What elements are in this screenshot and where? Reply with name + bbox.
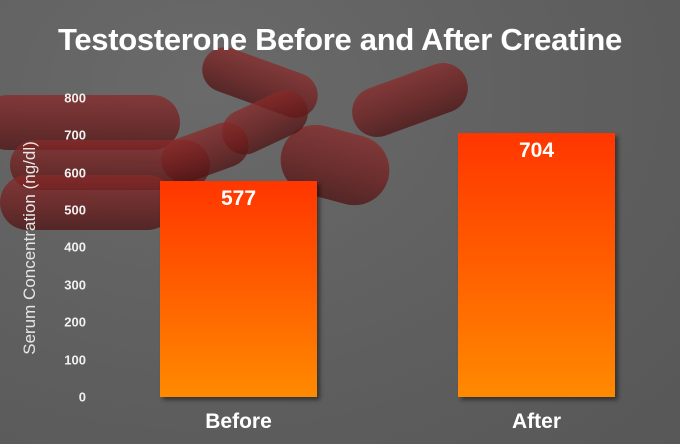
y-tick: 400 bbox=[64, 239, 86, 255]
y-tick: 200 bbox=[64, 314, 86, 330]
y-tick: 600 bbox=[64, 165, 86, 181]
bar-value-after: 704 bbox=[518, 139, 555, 162]
y-tick: 500 bbox=[64, 202, 86, 218]
chart-title: Testosterone Before and After Creatine bbox=[58, 22, 622, 57]
bar-before: 577 bbox=[160, 181, 317, 397]
y-tick: 300 bbox=[64, 277, 86, 293]
x-label-after: After bbox=[511, 410, 561, 433]
y-tick: 0 bbox=[78, 389, 86, 405]
y-tick: 700 bbox=[64, 127, 86, 143]
x-label-before: Before bbox=[205, 410, 272, 433]
y-tick: 100 bbox=[64, 352, 86, 368]
y-tick: 800 bbox=[64, 90, 86, 106]
y-axis-label: Serum Concentration (ng/dl) bbox=[20, 141, 39, 355]
bar-after: 704 bbox=[458, 133, 615, 397]
bar-value-before: 577 bbox=[220, 187, 257, 210]
